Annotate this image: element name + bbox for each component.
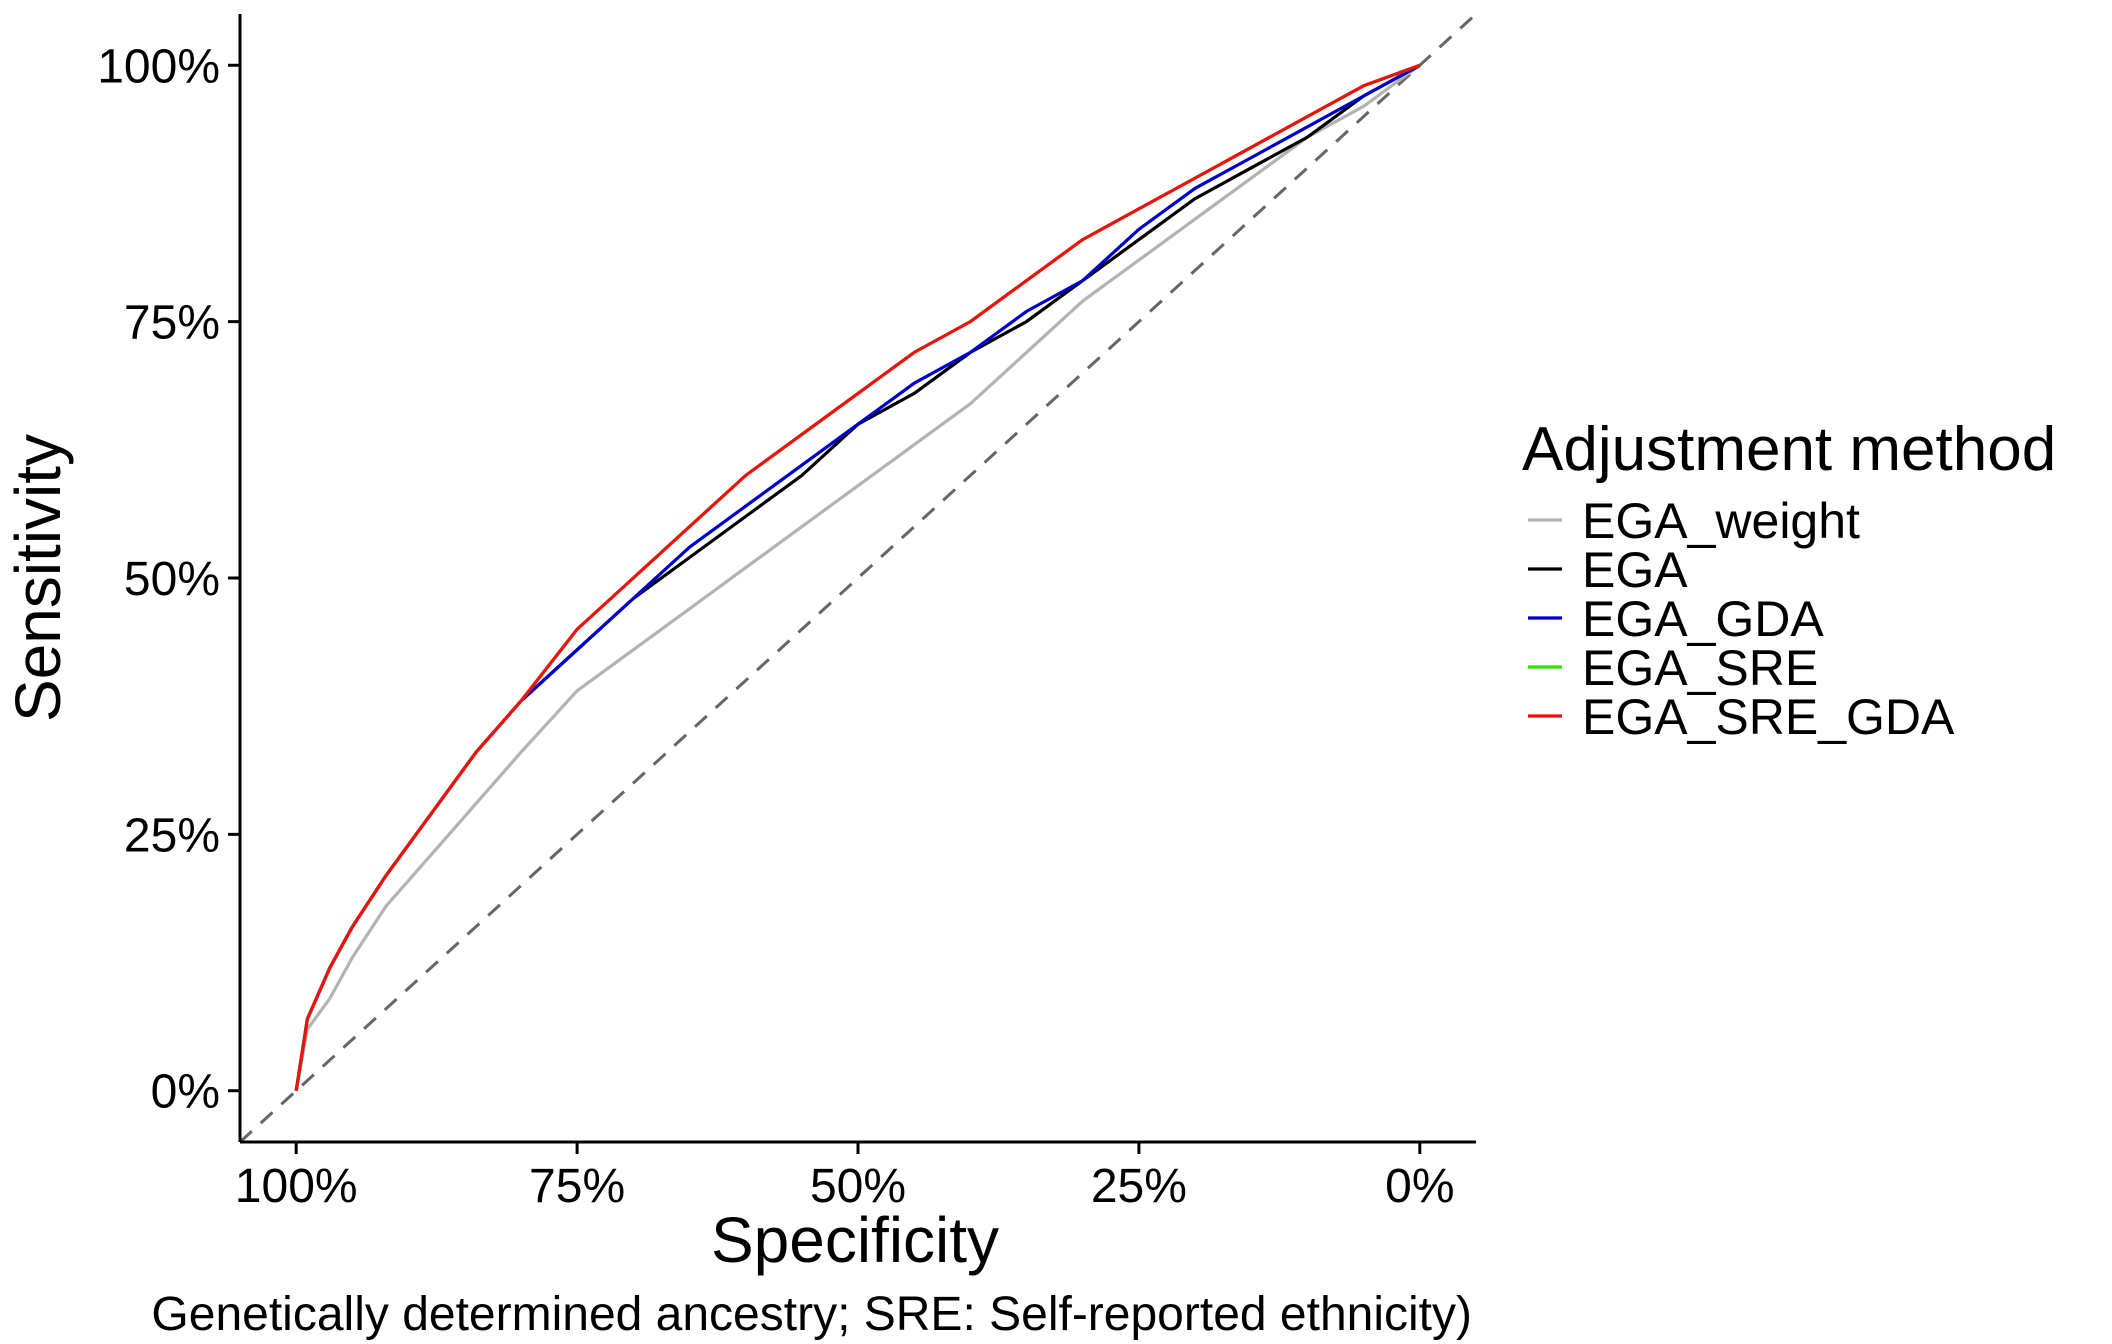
y-axis-ticks: 0% 25% 50% 75% 100% bbox=[97, 40, 240, 1119]
x-tick-label: 100% bbox=[235, 1160, 358, 1213]
y-tick-label: 100% bbox=[97, 40, 220, 93]
series-line-ega-sre bbox=[294, 63, 1421, 1091]
legend: Adjustment method EGA_weightEGAEGA_GDAEG… bbox=[1522, 415, 2056, 745]
legend-label: EGA_SRE bbox=[1582, 640, 1818, 696]
legend-label: EGA_GDA bbox=[1582, 591, 1824, 647]
x-tick-label: 0% bbox=[1385, 1160, 1454, 1213]
series-line-ega bbox=[294, 63, 1421, 1091]
series-line-ega-weight bbox=[294, 64, 1421, 1091]
x-axis-title: Specificity bbox=[711, 1204, 999, 1276]
y-tick-label: 0% bbox=[151, 1066, 220, 1119]
x-tick-label: 75% bbox=[529, 1160, 625, 1213]
reference-diagonal bbox=[238, 12, 1478, 1144]
y-axis-title: Sensitivity bbox=[2, 434, 74, 722]
legend-label: EGA_SRE_GDA bbox=[1582, 689, 1955, 745]
x-axis-ticks: 100% 75% 50% 25% 0% bbox=[235, 1142, 1455, 1213]
series-line-ega-sre-gda bbox=[294, 63, 1421, 1091]
x-tick-label: 25% bbox=[1091, 1160, 1187, 1213]
legend-title: Adjustment method bbox=[1522, 415, 2056, 484]
legend-label: EGA bbox=[1582, 542, 1688, 598]
x-tick-label: 50% bbox=[810, 1160, 906, 1213]
caption: Genetically determined ancestry; SRE: Se… bbox=[151, 1288, 1472, 1341]
series-line-ega-gda bbox=[294, 63, 1421, 1091]
series-layer bbox=[294, 63, 1421, 1091]
y-tick-label: 75% bbox=[124, 297, 220, 350]
y-tick-label: 50% bbox=[124, 553, 220, 606]
legend-label: EGA_weight bbox=[1582, 493, 1860, 549]
y-tick-label: 25% bbox=[124, 809, 220, 862]
